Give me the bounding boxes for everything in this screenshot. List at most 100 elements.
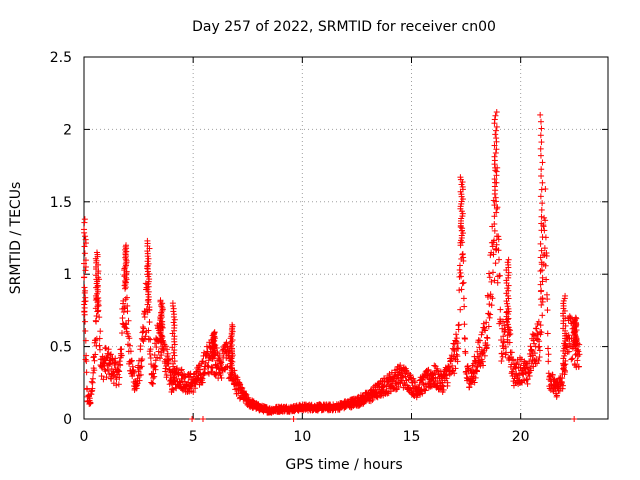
data-point (461, 321, 468, 328)
data-point (499, 325, 506, 332)
data-point (171, 341, 178, 348)
data-point (152, 366, 159, 373)
data-point (483, 334, 490, 341)
data-point (82, 294, 89, 301)
data-point (437, 368, 444, 375)
data-point (537, 322, 544, 329)
data-point (98, 363, 105, 370)
data-point (565, 332, 572, 339)
data-point (100, 376, 107, 383)
data-point (92, 351, 99, 358)
data-point (472, 374, 479, 381)
data-point (432, 374, 439, 381)
data-point (81, 260, 88, 267)
data-point (123, 294, 130, 301)
data-point (127, 348, 134, 355)
data-point (290, 416, 297, 422)
data-point (501, 322, 508, 329)
data-point (83, 358, 90, 365)
data-point (458, 273, 465, 280)
data-point (457, 306, 464, 313)
data-point (124, 308, 131, 315)
data-point (204, 348, 211, 355)
data-point (576, 351, 583, 358)
data-point (105, 346, 112, 353)
data-point (474, 368, 480, 375)
chart-title: Day 257 of 2022, SRMTID for receiver cn0… (192, 19, 496, 35)
data-point (403, 367, 410, 374)
data-point (97, 328, 104, 335)
data-point (457, 269, 464, 276)
data-point (152, 340, 159, 347)
data-point (87, 399, 94, 406)
data-point (83, 352, 90, 359)
data-point (170, 374, 177, 381)
data-point (491, 202, 498, 209)
data-point (539, 234, 546, 241)
data-point (455, 345, 462, 352)
data-point (117, 362, 124, 369)
data-point (483, 344, 490, 351)
data-point (562, 292, 569, 299)
data-point (197, 366, 204, 373)
data-point (499, 342, 506, 349)
data-point (492, 131, 499, 138)
data-point (491, 116, 498, 123)
data-point (83, 369, 90, 376)
data-point (526, 372, 533, 379)
data-point (545, 345, 552, 352)
data-point (129, 363, 136, 370)
data-point (543, 252, 550, 259)
data-point (498, 358, 505, 365)
data-point (569, 355, 576, 362)
data-point (535, 344, 542, 351)
data-point (379, 386, 386, 393)
data-point (82, 287, 89, 294)
data-point (491, 142, 498, 149)
data-point (96, 346, 103, 353)
data-point (96, 342, 103, 349)
y-tick-label: 1 (63, 267, 72, 283)
data-points (81, 109, 583, 422)
data-point (504, 318, 511, 325)
data-point (538, 173, 545, 180)
data-point (491, 183, 498, 190)
data-point (216, 352, 223, 359)
data-point (149, 380, 156, 387)
data-point (146, 276, 153, 283)
data-point (493, 146, 500, 153)
data-point (545, 351, 552, 358)
data-point (455, 321, 462, 328)
data-point (204, 362, 211, 369)
data-point (538, 301, 545, 308)
data-point (91, 367, 98, 374)
data-point (144, 237, 151, 244)
data-point (537, 254, 544, 261)
data-point (467, 381, 474, 388)
data-point (493, 109, 500, 116)
data-point (93, 249, 100, 256)
data-point (497, 306, 504, 313)
ticks: 0 0.5 1 1.5 2 2.5 0 5 10 15 20 (50, 50, 608, 445)
data-point (151, 363, 158, 370)
data-point (81, 243, 88, 250)
data-point (81, 226, 88, 233)
data-point (109, 356, 116, 363)
data-point (478, 331, 485, 338)
data-point (88, 378, 95, 385)
data-point (124, 330, 131, 337)
data-point (538, 125, 545, 132)
data-point (147, 336, 154, 343)
data-point (229, 321, 236, 328)
data-point (490, 251, 497, 258)
data-point (161, 360, 168, 367)
data-point (93, 313, 100, 320)
data-point (164, 346, 171, 353)
data-point (504, 285, 511, 292)
data-point (454, 345, 461, 352)
data-point (530, 337, 537, 344)
data-point (545, 358, 552, 365)
data-point (199, 416, 206, 422)
data-point (82, 233, 89, 240)
data-point (535, 357, 542, 364)
